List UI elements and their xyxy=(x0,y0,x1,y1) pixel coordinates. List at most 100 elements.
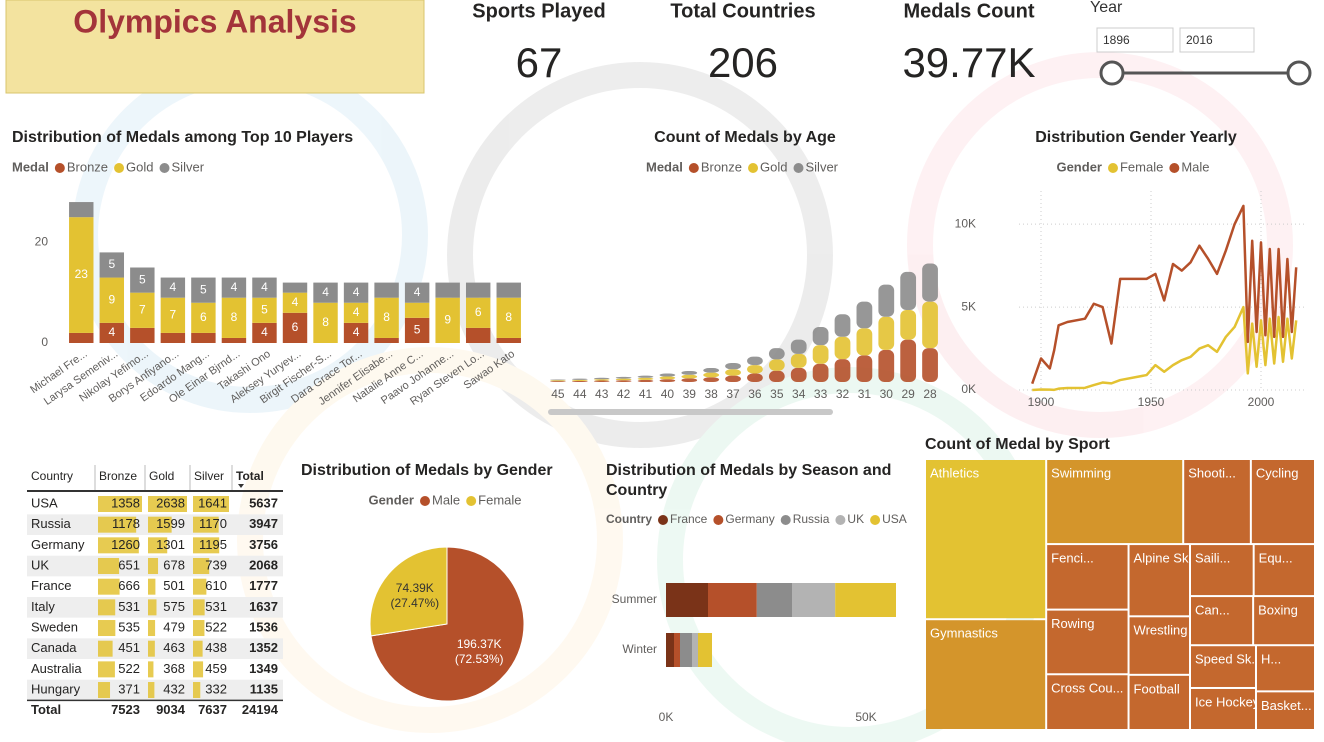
scrollbar[interactable] xyxy=(548,409,833,415)
treemap-cell xyxy=(1254,545,1314,596)
ribbon-segment xyxy=(922,348,938,382)
x-tick-label: 38 xyxy=(704,387,718,401)
bar-segment xyxy=(680,633,692,667)
ribbon-segment xyxy=(725,362,741,370)
data-bar xyxy=(98,537,139,554)
treemap-label: Football xyxy=(1134,681,1180,696)
bar-segment xyxy=(282,282,308,293)
dashboard-title: Olympics Analysis xyxy=(73,3,356,39)
bar-segment xyxy=(698,633,712,667)
bar-segment xyxy=(465,297,491,328)
legend-label: Silver xyxy=(172,159,205,174)
table-cell: 610 xyxy=(205,578,227,593)
slider-handle[interactable] xyxy=(1099,60,1125,86)
table-cell: 432 xyxy=(163,681,185,696)
data-label: 4 xyxy=(170,280,177,294)
sort-arrow xyxy=(238,484,244,488)
legend-marker xyxy=(466,496,477,506)
bar-segment xyxy=(435,297,460,343)
ribbon-segment xyxy=(856,301,873,329)
bar-segment xyxy=(160,332,186,343)
ribbon-segment xyxy=(571,380,588,382)
data-bar xyxy=(193,578,207,595)
legend-label: Male xyxy=(1181,159,1209,174)
year-from-input[interactable] xyxy=(1096,27,1174,53)
treemap-label: Cycling xyxy=(1256,465,1299,480)
data-label: 5 xyxy=(414,323,421,337)
legend-marker xyxy=(688,163,699,173)
data-bar xyxy=(148,620,156,637)
column-header: Total xyxy=(236,469,264,483)
treemap-label: Cross Cou... xyxy=(1051,681,1123,696)
bar-segment xyxy=(343,282,369,303)
legend: Country France Germany Russia UK USA xyxy=(606,512,907,526)
legend: Gender Male Female xyxy=(368,492,521,507)
ribbon-segment xyxy=(790,367,807,382)
table-cell: 531 xyxy=(118,599,140,614)
data-bar xyxy=(148,558,159,575)
data-label: 6 xyxy=(475,305,482,319)
data-label: 4 xyxy=(108,325,115,339)
data-label: 7 xyxy=(139,302,146,316)
slider-handle[interactable] xyxy=(1286,60,1312,86)
ring xyxy=(447,62,833,448)
total-cell: Total xyxy=(31,702,61,717)
x-tick-label: 1900 xyxy=(1028,395,1055,409)
legend-label: Male xyxy=(432,492,460,507)
bar-segment xyxy=(221,277,247,298)
treemap-label: Can... xyxy=(1195,603,1230,618)
ribbon-segment xyxy=(550,379,566,381)
x-tick-label: 0K xyxy=(659,710,674,724)
data-bar xyxy=(148,661,154,678)
ribbon-segment xyxy=(659,379,676,382)
bar-segment xyxy=(756,583,792,617)
x-tick-label: 35 xyxy=(770,387,784,401)
table-cell: 1641 xyxy=(198,495,227,510)
x-tick-label: 44 xyxy=(573,387,587,401)
table-cell: 1135 xyxy=(250,681,278,696)
legend-marker xyxy=(159,163,170,173)
data-label: 9 xyxy=(444,313,451,327)
x-tick-label: 45 xyxy=(551,387,565,401)
table-cell: UK xyxy=(31,557,49,572)
treemap-cell xyxy=(1129,545,1190,616)
data-bar xyxy=(148,516,172,533)
ribbon-segment xyxy=(725,375,741,382)
bar-segment xyxy=(343,302,369,323)
column-header: Silver xyxy=(194,469,224,483)
year-to-input[interactable] xyxy=(1179,27,1255,53)
table-cell: 501 xyxy=(163,578,185,593)
table-cell: 575 xyxy=(163,599,185,614)
treemap-cell xyxy=(1251,460,1314,544)
bar-segment xyxy=(252,297,277,323)
total-cell: 7523 xyxy=(111,702,140,717)
ribbon-segment xyxy=(856,328,873,356)
bar-segment xyxy=(692,633,698,667)
table-cell: Hungary xyxy=(31,681,81,696)
bar-segment xyxy=(221,337,247,343)
data-label: 6 xyxy=(200,310,207,324)
bar-segment xyxy=(313,282,338,303)
x-tick-label: 40 xyxy=(661,387,675,401)
legend-label: Silver xyxy=(806,159,839,174)
table-cell: 459 xyxy=(205,661,227,676)
legend-marker xyxy=(1169,163,1180,173)
bar-segment xyxy=(496,297,521,338)
table-cell: 678 xyxy=(163,557,185,572)
ribbon-segment xyxy=(593,379,610,381)
legend-label: USA xyxy=(882,512,907,526)
ribbon-segment xyxy=(615,380,632,382)
bar-segment xyxy=(496,337,521,343)
treemap-cell xyxy=(926,460,1046,619)
legend-marker xyxy=(870,515,881,525)
data-bar xyxy=(193,516,219,533)
data-bar xyxy=(98,558,120,575)
row-band xyxy=(27,638,283,660)
legend: Gender Female Male xyxy=(1056,159,1209,174)
legend-label: Gold xyxy=(126,159,153,174)
x-tick-label: 30 xyxy=(880,387,894,401)
bar-segment xyxy=(374,282,399,298)
ribbon-segment xyxy=(725,369,741,376)
legend-marker xyxy=(780,515,791,525)
